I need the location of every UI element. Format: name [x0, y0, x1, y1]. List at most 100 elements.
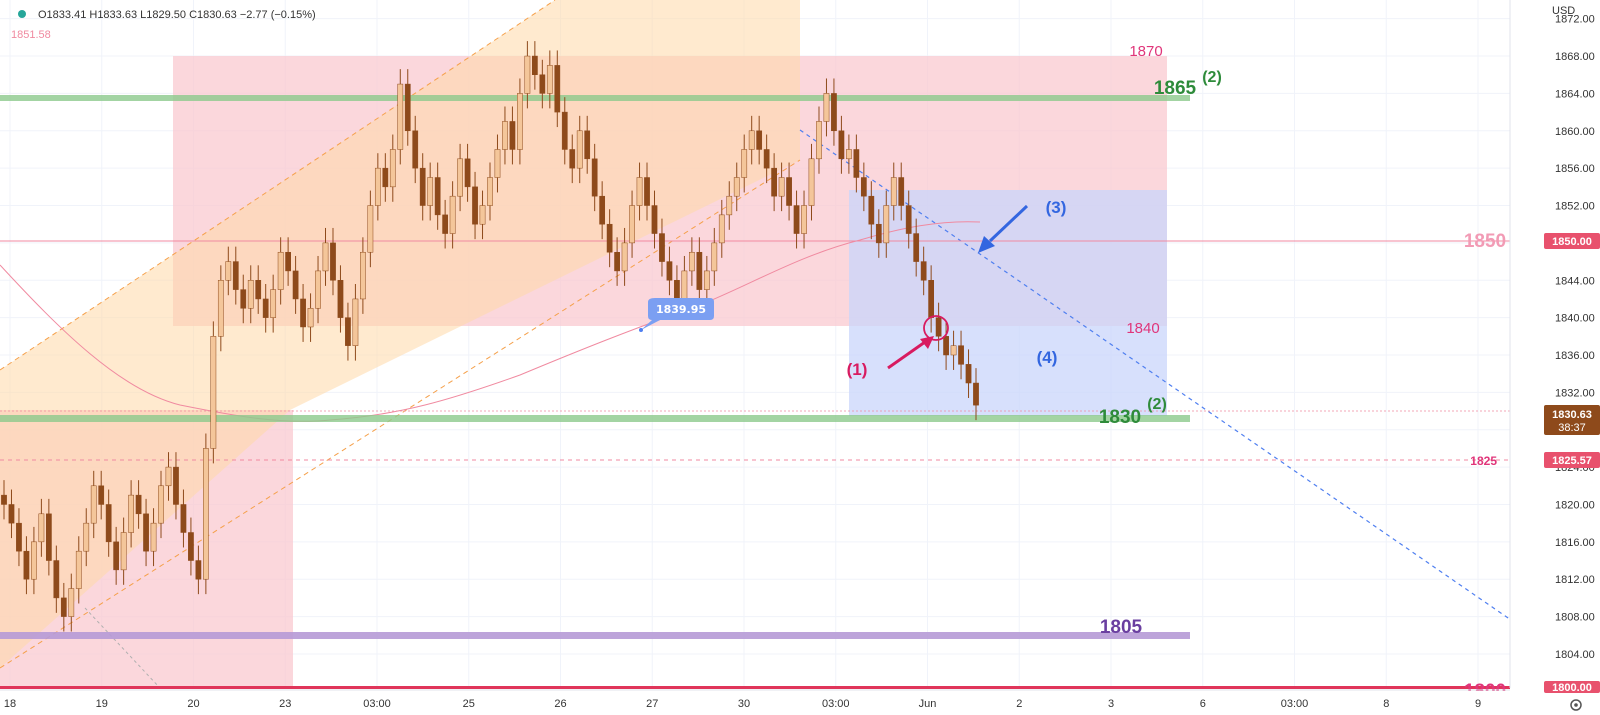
candle-body[interactable]: [778, 177, 785, 197]
candle-body[interactable]: [255, 280, 262, 300]
candle-body[interactable]: [875, 223, 882, 244]
candle-body[interactable]: [404, 83, 411, 132]
candle-body[interactable]: [188, 532, 194, 561]
candle-body[interactable]: [531, 55, 538, 75]
candle-body[interactable]: [614, 251, 620, 272]
candle-body[interactable]: [674, 280, 680, 300]
candle-body[interactable]: [756, 130, 763, 150]
candle-body[interactable]: [180, 504, 187, 533]
candle-body[interactable]: [307, 308, 314, 328]
candle-body[interactable]: [330, 242, 336, 281]
candle-body[interactable]: [816, 121, 822, 160]
price-callout[interactable]: 1839.95: [639, 298, 714, 332]
candle-body[interactable]: [479, 205, 486, 225]
candle-body[interactable]: [285, 251, 291, 272]
candle-body[interactable]: [434, 177, 441, 216]
candle-body[interactable]: [666, 261, 673, 281]
candle-body[interactable]: [8, 504, 15, 524]
candle-body[interactable]: [165, 466, 172, 487]
candle-body[interactable]: [958, 345, 964, 365]
candle-body[interactable]: [105, 504, 112, 543]
candle-body[interactable]: [517, 93, 523, 150]
candle-body[interactable]: [98, 485, 105, 505]
candle-body[interactable]: [636, 177, 643, 206]
candle-body[interactable]: [718, 214, 725, 244]
candle-body[interactable]: [823, 93, 830, 122]
candle-body[interactable]: [16, 522, 22, 552]
candle-body[interactable]: [277, 251, 284, 290]
candle-body[interactable]: [576, 130, 583, 169]
candle-body[interactable]: [920, 261, 927, 281]
candle-body[interactable]: [898, 177, 905, 206]
candle-body[interactable]: [374, 167, 381, 206]
candle-body[interactable]: [913, 233, 920, 262]
candle-body[interactable]: [539, 74, 546, 94]
candle-body[interactable]: [763, 149, 770, 169]
candle-body[interactable]: [950, 345, 957, 356]
candle-body[interactable]: [584, 130, 591, 160]
candle-body[interactable]: [494, 149, 501, 178]
candle-body[interactable]: [90, 485, 97, 524]
candle-body[interactable]: [703, 270, 710, 290]
candle-body[interactable]: [240, 289, 247, 309]
candle-body[interactable]: [509, 121, 516, 150]
candle-body[interactable]: [315, 270, 321, 309]
candle-body[interactable]: [113, 541, 120, 571]
candle-body[interactable]: [868, 195, 875, 225]
candle-body[interactable]: [808, 158, 815, 206]
candle-body[interactable]: [397, 83, 404, 150]
candle-body[interactable]: [412, 130, 419, 169]
candle-body[interactable]: [943, 336, 949, 356]
candle-body[interactable]: [502, 121, 508, 150]
candle-body[interactable]: [38, 513, 45, 543]
candle-body[interactable]: [83, 522, 90, 552]
candle-body[interactable]: [838, 130, 845, 160]
candle-body[interactable]: [158, 485, 164, 524]
candle-body[interactable]: [23, 550, 30, 580]
candle-body[interactable]: [726, 195, 733, 216]
candle-body[interactable]: [651, 205, 658, 234]
candle-body[interactable]: [75, 550, 82, 589]
candle-body[interactable]: [890, 177, 897, 206]
candle-body[interactable]: [554, 65, 561, 113]
candle-body[interactable]: [345, 317, 351, 346]
candle-body[interactable]: [419, 167, 426, 206]
candle-body[interactable]: [232, 261, 239, 290]
candle-body[interactable]: [846, 149, 852, 160]
candle-body[interactable]: [449, 195, 456, 234]
candle-body[interactable]: [853, 149, 860, 178]
candle-body[interactable]: [696, 251, 703, 290]
candle-body[interactable]: [68, 588, 75, 617]
candle-body[interactable]: [195, 560, 202, 580]
candle-body[interactable]: [606, 223, 613, 253]
candle-body[interactable]: [262, 298, 269, 318]
candle-body[interactable]: [883, 205, 890, 244]
candle-body[interactable]: [860, 177, 867, 197]
candle-body[interactable]: [524, 55, 531, 94]
candle-body[interactable]: [143, 513, 149, 552]
candle-body[interactable]: [965, 364, 972, 384]
candle-body[interactable]: [1, 494, 7, 505]
candle-body[interactable]: [464, 158, 471, 188]
candle-body[interactable]: [801, 205, 807, 234]
candle-body[interactable]: [793, 205, 800, 234]
candle-body[interactable]: [292, 270, 299, 300]
candle-body[interactable]: [217, 280, 224, 337]
candle-body[interactable]: [733, 177, 740, 197]
candle-body[interactable]: [659, 233, 665, 262]
candle-body[interactable]: [270, 289, 277, 318]
candle-body[interactable]: [905, 205, 912, 234]
candle-body[interactable]: [442, 214, 449, 234]
candle-body[interactable]: [771, 167, 777, 197]
candle-body[interactable]: [748, 130, 755, 150]
candle-body[interactable]: [973, 382, 979, 406]
candle-body[interactable]: [546, 65, 553, 94]
candle-body[interactable]: [681, 270, 688, 300]
candle-body[interactable]: [591, 158, 598, 197]
candle-body[interactable]: [382, 167, 389, 188]
candle-body[interactable]: [53, 560, 60, 599]
candle-body[interactable]: [210, 336, 217, 449]
candle-body[interactable]: [360, 251, 366, 300]
candle-body[interactable]: [561, 111, 568, 150]
